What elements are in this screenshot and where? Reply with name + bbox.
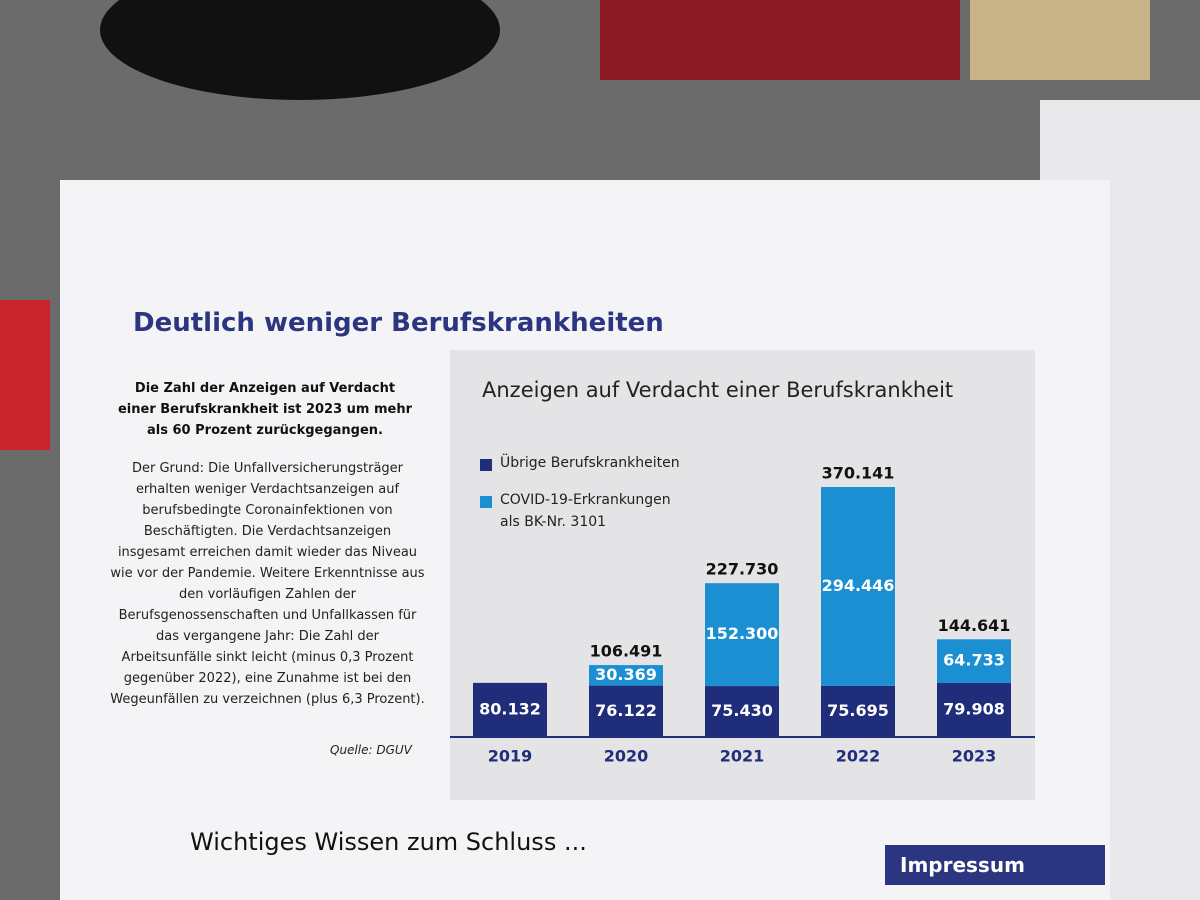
x-tick-label: 2022 (836, 747, 881, 766)
x-tick-label: 2019 (488, 747, 533, 766)
value-label: 294.446 (822, 576, 895, 595)
value-label: 75.695 (827, 701, 889, 720)
total-label: 227.730 (706, 560, 779, 579)
lead-text: Die Zahl der Anzeigen auf Verdacht einer… (117, 381, 413, 438)
footer-tab: Impressum (885, 845, 1105, 885)
total-label: 144.641 (938, 616, 1011, 635)
bar-segment (705, 686, 779, 737)
footer-heading: Wichtiges Wissen zum Schluss ... (190, 828, 587, 856)
legend: Übrige Berufskrankheiten COVID-19-Erkrank… (480, 455, 680, 551)
value-label: 30.369 (595, 665, 657, 684)
legend-swatch (480, 459, 492, 471)
legend-item: COVID-19-Erkrankungen als BK-Nr. 3101 (480, 492, 680, 533)
value-label: 152.300 (706, 624, 779, 643)
bar-segment (473, 682, 547, 737)
value-label: 80.132 (479, 699, 541, 718)
total-label: 106.491 (590, 642, 663, 661)
legend-label: COVID-19-Erkrankungen als BK-Nr. 3101 (500, 492, 671, 530)
value-label: 64.733 (943, 651, 1005, 670)
total-label: 370.141 (822, 464, 895, 483)
chart: 80.132 2019 76.122 30.369 106.491 2020 75.430 1… (450, 464, 1035, 766)
bar-segment (589, 685, 663, 737)
x-tick-label: 2023 (952, 747, 997, 766)
bar-segment (589, 665, 663, 686)
bar-segment (937, 683, 1011, 737)
value-label: 76.122 (595, 701, 657, 720)
source: Quelle: DGUV (330, 743, 412, 757)
legend-swatch (480, 496, 492, 508)
coin-case (970, 0, 1150, 80)
bar-segment (705, 583, 779, 687)
legend-item: Übrige Berufskrankheiten (480, 455, 680, 474)
heading: Deutlich weniger Berufskrankheiten (133, 308, 664, 338)
x-tick-label: 2021 (720, 747, 765, 766)
bar-segment (937, 639, 1011, 684)
coin-tray (600, 0, 960, 80)
body-text: Der Grund: Die Unfallversicherungsträger… (110, 461, 425, 707)
value-label: 79.908 (943, 700, 1005, 719)
lens (100, 0, 500, 100)
x-tick-label: 2020 (604, 747, 649, 766)
value-label: 75.430 (711, 701, 773, 720)
chart-title: Anzeigen auf Verdacht einer Berufskrankh… (482, 378, 954, 402)
red-box (0, 300, 50, 450)
bar-segment (821, 487, 895, 686)
legend-label: Übrige Berufskrankheiten (500, 455, 680, 471)
bar-segment (821, 685, 895, 737)
